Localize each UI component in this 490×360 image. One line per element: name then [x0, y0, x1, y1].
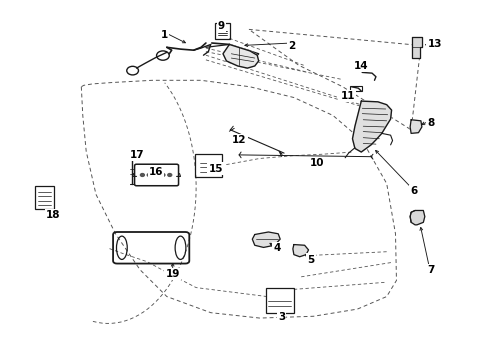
Text: 1: 1 [161, 30, 168, 40]
Text: 15: 15 [208, 163, 223, 174]
Text: 18: 18 [46, 210, 61, 220]
Text: 16: 16 [149, 167, 163, 177]
Text: 11: 11 [341, 91, 355, 101]
Text: 10: 10 [310, 158, 324, 168]
Polygon shape [352, 101, 392, 152]
Text: 19: 19 [166, 269, 180, 279]
Text: 8: 8 [427, 118, 434, 128]
Text: 12: 12 [232, 135, 246, 145]
Text: 5: 5 [307, 255, 315, 265]
Text: 9: 9 [218, 21, 225, 31]
Text: 7: 7 [427, 265, 434, 275]
Text: 2: 2 [288, 41, 295, 50]
Circle shape [161, 174, 165, 176]
Text: 14: 14 [354, 61, 368, 71]
Text: 3: 3 [278, 312, 285, 322]
Polygon shape [410, 211, 425, 225]
Text: 17: 17 [130, 150, 145, 160]
Bar [350, 86, 362, 91]
Polygon shape [412, 37, 422, 58]
Polygon shape [223, 44, 259, 68]
Polygon shape [293, 244, 309, 257]
Circle shape [147, 174, 151, 176]
Circle shape [141, 174, 145, 176]
Circle shape [154, 174, 158, 176]
Text: 13: 13 [427, 40, 442, 49]
Text: 6: 6 [410, 186, 417, 197]
Polygon shape [410, 120, 422, 134]
Text: 4: 4 [273, 243, 280, 253]
Polygon shape [252, 232, 280, 247]
Circle shape [168, 174, 172, 176]
